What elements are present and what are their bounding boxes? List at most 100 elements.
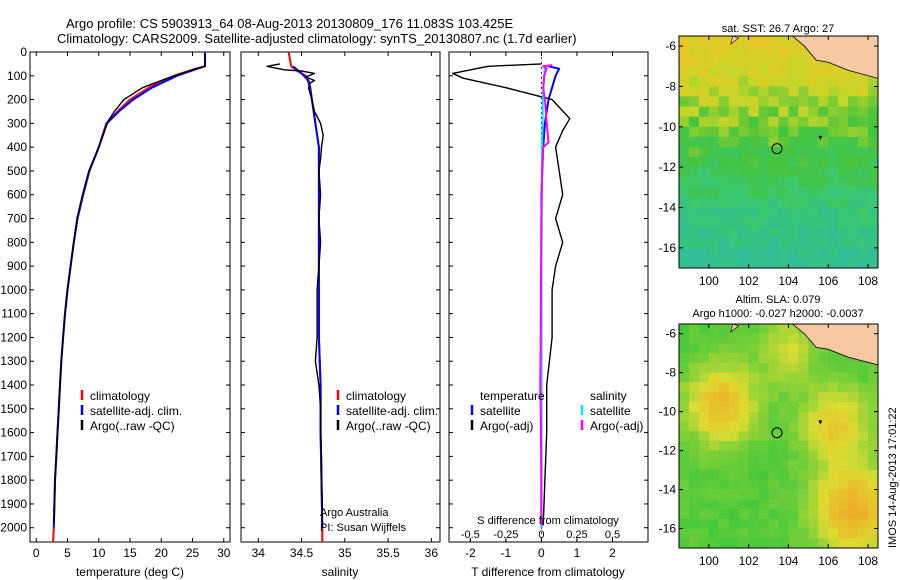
map-cell: [758, 167, 770, 178]
map-cell: [798, 470, 809, 481]
map-cell: [808, 372, 819, 383]
map-cell: [768, 66, 779, 77]
map-cell: [858, 187, 869, 198]
map-cell: [768, 257, 779, 268]
map-cell: [689, 363, 700, 374]
map-cell: [728, 363, 740, 374]
map-cell: [768, 518, 779, 530]
x-tick-label: 34: [252, 546, 266, 560]
map-cell: [758, 237, 770, 249]
map-cell: [818, 499, 829, 510]
y-tick-label: 800: [7, 235, 27, 249]
map-cell: [698, 86, 710, 98]
map-cell: [848, 518, 859, 530]
map-cell: [818, 147, 829, 158]
map-cell: [748, 518, 760, 530]
map-cell: [748, 76, 760, 87]
map-cell: [818, 470, 829, 481]
map-cell: [698, 177, 710, 188]
map-cell: [708, 167, 720, 178]
map-cell: [868, 237, 878, 249]
map-cell: [758, 106, 770, 118]
series-group: [266, 52, 324, 542]
map-cell: [758, 187, 770, 198]
map-cell: [838, 392, 849, 403]
x-tick-label: 34.5: [290, 546, 314, 560]
map-cell: [679, 86, 690, 98]
map-cell: [818, 76, 829, 87]
map-cell: [698, 217, 710, 229]
y-tick-label: -12: [659, 160, 677, 174]
difference-panel: -2 -1 0 1 2-0.5 -0.25 0 0.25 0.5temperaturesatel…: [448, 51, 649, 560]
map-cell: [828, 227, 839, 239]
map-cell: [798, 177, 809, 188]
map-cell: [778, 197, 789, 209]
map-cell: [858, 372, 869, 383]
map-cell: [738, 157, 750, 168]
map-cell: [718, 392, 730, 403]
map-cell: [838, 167, 849, 178]
map-cell: [808, 343, 819, 354]
map-cell: [708, 36, 720, 47]
map-cell: [838, 116, 849, 128]
map-cell: [708, 237, 720, 249]
map-cell: [679, 76, 690, 87]
map-cell: [728, 421, 740, 432]
legend-label: climatology: [90, 389, 150, 403]
legend-label: climatology: [346, 389, 406, 403]
map-cell: [798, 538, 809, 548]
map-cell: [808, 257, 819, 268]
x-tick-label: 100: [699, 274, 719, 288]
map-cell: [778, 382, 789, 393]
map-cell: [808, 96, 819, 108]
map-field: [679, 324, 878, 548]
map-cell: [718, 76, 730, 87]
y-tick-label: 900: [7, 259, 27, 273]
map-cell: [868, 421, 878, 432]
map-cell: [818, 207, 829, 219]
map-cell: [778, 257, 789, 268]
map-cell: [838, 147, 849, 158]
x-tick-label: 25: [186, 546, 200, 560]
map-cell: [808, 421, 819, 432]
map-cell: [679, 499, 690, 510]
map-cell: [738, 147, 750, 158]
map-cell: [858, 157, 869, 168]
map-cell: [748, 353, 760, 364]
map-cell: [778, 157, 789, 168]
map-cell: [798, 518, 809, 530]
map-cell: [778, 460, 789, 471]
map-cell: [698, 96, 710, 108]
map-cell: [788, 147, 799, 158]
map-cell: [838, 528, 849, 539]
map-cell: [738, 421, 750, 432]
map-cell: [788, 518, 799, 530]
map-cell: [778, 343, 789, 354]
map-cell: [828, 499, 839, 510]
map-cell: [708, 353, 720, 364]
map-cell: [758, 401, 770, 413]
map-cell: [788, 227, 799, 239]
map-cell: [679, 227, 690, 239]
map-cell: [828, 167, 839, 178]
map-cell: [788, 479, 799, 491]
map-cell: [689, 353, 700, 364]
y-tick-label: -8: [665, 366, 676, 380]
map-cell: [768, 372, 779, 383]
map-cell: [748, 460, 760, 471]
map-cell: [758, 217, 770, 229]
map-cell: [748, 237, 760, 249]
x-tick-label: 104: [778, 274, 798, 288]
map-cell: [758, 363, 770, 374]
map-cell: [808, 136, 819, 148]
map-cell: [698, 470, 710, 481]
map-cell: [748, 66, 760, 77]
map-cell: [698, 324, 710, 335]
map-cell: [758, 353, 770, 364]
map-cell: [738, 187, 750, 198]
map-cell: [838, 86, 849, 98]
map-cell: [748, 126, 760, 138]
map-cell: [748, 227, 760, 239]
map-cell: [679, 431, 690, 442]
map-cell: [708, 372, 720, 383]
